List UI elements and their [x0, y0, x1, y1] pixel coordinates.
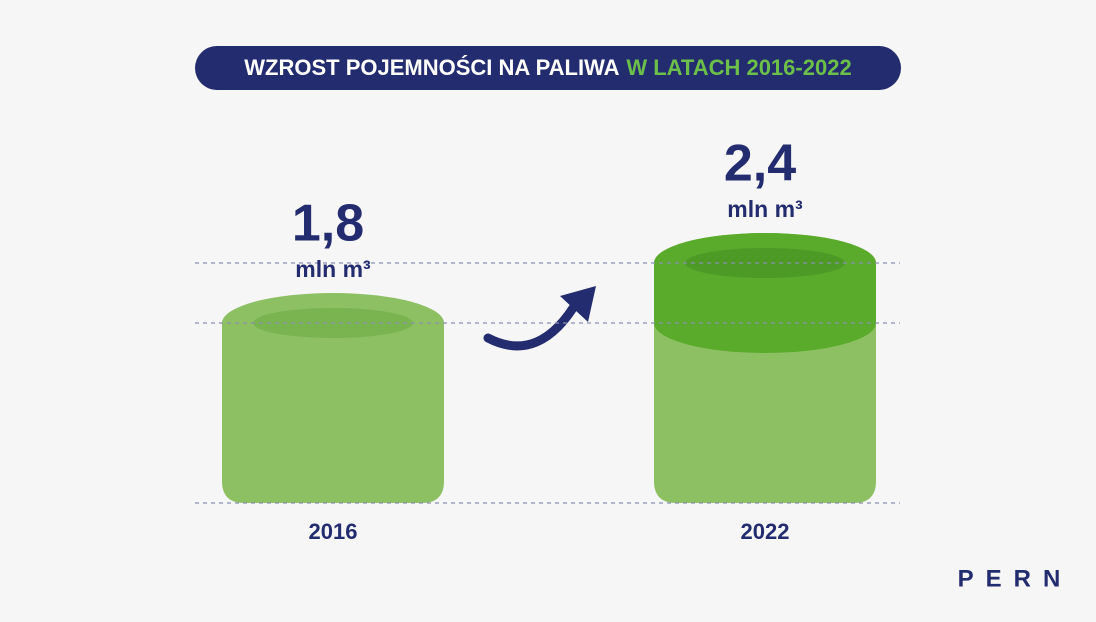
value-label: 1,8: [292, 195, 364, 253]
unit-label: mln m³: [727, 196, 803, 222]
logo: PERN: [958, 565, 1073, 592]
x-tick-label: 2016: [309, 519, 358, 544]
growth-arrow: [483, 295, 583, 351]
x-tick-label: 2022: [741, 519, 790, 544]
unit-label: mln m³: [295, 256, 371, 282]
title-years: W LATACH 2016-2022: [626, 55, 851, 80]
value-label: 2,4: [724, 135, 796, 193]
title-pill: [195, 46, 901, 90]
cylinder: [222, 323, 444, 503]
title-main: WZROST POJEMNOŚCI NA PALIWA: [244, 55, 619, 80]
growth-arrow-head: [560, 286, 596, 322]
title: WZROST POJEMNOŚCI NA PALIWA W LATACH 2016…: [244, 55, 851, 80]
